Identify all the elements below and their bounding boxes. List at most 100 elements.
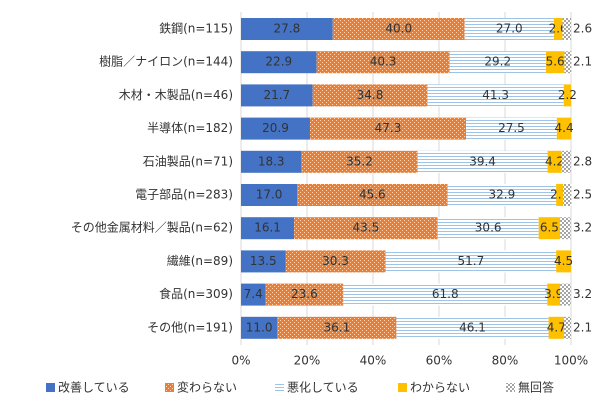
bar-segment xyxy=(560,283,571,306)
bar-segment xyxy=(449,51,546,74)
data-label: 4.7 xyxy=(547,320,566,334)
bar-segment xyxy=(241,84,313,107)
bar-segment xyxy=(548,316,565,339)
data-label: 4.2 xyxy=(545,154,564,168)
bar-segment xyxy=(297,184,448,206)
bar-segment xyxy=(564,316,571,339)
data-label: 61.8 xyxy=(432,287,459,301)
bar-segment xyxy=(312,84,428,107)
bar-segment xyxy=(241,316,278,339)
bar-segment xyxy=(343,283,548,306)
data-label: 36.1 xyxy=(324,320,351,334)
bar-segment xyxy=(417,150,548,173)
bar-segment xyxy=(332,18,465,40)
bar-segment xyxy=(396,316,549,339)
data-label: 46.1 xyxy=(459,320,486,334)
data-label: 3.2 xyxy=(573,287,592,301)
bar-segment xyxy=(241,18,333,40)
legend-swatch xyxy=(506,383,515,392)
data-label: 23.6 xyxy=(291,287,318,301)
bar-segment xyxy=(241,184,298,206)
bar-segment xyxy=(241,283,266,306)
x-tick-label: 0% xyxy=(231,354,250,368)
legend-label: 改善している xyxy=(58,380,130,395)
bar-segment xyxy=(564,51,572,74)
bar-segment xyxy=(241,150,302,173)
data-label: 47.3 xyxy=(375,121,402,135)
data-label: 7.4 xyxy=(244,287,263,301)
data-label: 17.0 xyxy=(256,188,283,202)
data-label: 34.8 xyxy=(357,88,384,102)
bar-segment xyxy=(547,150,562,173)
y-tick-label: 食品(n=309) xyxy=(159,286,233,301)
data-label: 2.8 xyxy=(573,154,592,168)
data-label: 30.3 xyxy=(322,254,349,268)
data-label: 39.4 xyxy=(469,154,496,168)
data-label: 13.5 xyxy=(250,254,277,268)
bar-segment xyxy=(563,84,571,107)
bar-segment xyxy=(447,184,557,206)
bar-segment xyxy=(560,217,571,240)
legend-swatch xyxy=(165,383,174,392)
data-label: 27.8 xyxy=(274,22,301,36)
bar-segment xyxy=(437,217,539,240)
y-tick-label: その他金属材料／製品(n=62) xyxy=(71,220,233,235)
bar-segment xyxy=(556,250,571,273)
bar-segment xyxy=(563,184,572,206)
y-tick-label: 木材・木製品(n=46) xyxy=(119,88,233,102)
bar-segment xyxy=(545,51,565,74)
y-tick-label: 樹脂／ナイロン(n=144) xyxy=(99,54,233,69)
bar-segment xyxy=(285,250,386,273)
x-tick-label: 20% xyxy=(294,354,321,368)
bar-segment xyxy=(301,150,418,173)
data-label: 18.3 xyxy=(258,154,285,168)
data-label: 35.2 xyxy=(346,154,373,168)
data-label: 3.9 xyxy=(544,287,563,301)
bar-segment xyxy=(316,51,450,74)
bar-segment xyxy=(385,250,557,273)
data-label: 2.5 xyxy=(573,188,592,202)
bar-segment xyxy=(561,150,571,173)
data-label: 11.0 xyxy=(246,320,273,334)
x-tick-label: 100% xyxy=(554,354,588,368)
y-tick-label: 石油製品(n=71) xyxy=(143,154,233,168)
legend-label: 悪化している xyxy=(287,381,359,395)
y-tick-label: その他(n=191) xyxy=(147,320,233,334)
bar-segment xyxy=(553,18,563,40)
data-label: 40.3 xyxy=(370,55,397,69)
data-label: 2.6 xyxy=(573,22,592,36)
data-label: 2.1 xyxy=(573,55,592,69)
data-label: 27.0 xyxy=(496,22,523,36)
data-label: 2.2 xyxy=(558,88,577,102)
bar-segment xyxy=(241,250,286,273)
x-tick-label: 40% xyxy=(360,354,387,368)
bar-segment xyxy=(466,117,557,140)
bar-segment xyxy=(294,217,438,240)
data-label: 43.5 xyxy=(353,221,380,235)
bar-segment xyxy=(277,316,397,339)
data-label: 22.9 xyxy=(265,55,292,69)
y-tick-label: 繊維(n=89) xyxy=(167,254,233,268)
data-label: 16.1 xyxy=(254,221,281,235)
data-label: 6.5 xyxy=(540,221,559,235)
y-tick-label: 半導体(n=182) xyxy=(147,121,233,135)
data-label: 5.6 xyxy=(546,55,565,69)
data-label: 21.7 xyxy=(263,88,290,102)
y-tick-label: 鉄鋼(n=115) xyxy=(159,21,233,36)
y-tick-label: 電子部品(n=283) xyxy=(135,187,233,202)
data-label: 40.0 xyxy=(385,22,412,36)
bar-segment xyxy=(241,217,295,240)
data-label: 30.6 xyxy=(475,221,502,235)
legend-swatch xyxy=(46,383,55,392)
data-label: 32.9 xyxy=(489,188,516,202)
bar-segment xyxy=(556,117,572,140)
bar-segment xyxy=(538,217,561,240)
bar-segment xyxy=(562,18,571,40)
legend-label: わからない xyxy=(410,381,470,395)
legend-swatch xyxy=(275,383,284,392)
bar-segment xyxy=(265,283,344,306)
data-label: 29.2 xyxy=(484,55,511,69)
bar-segment xyxy=(464,18,554,40)
data-label: 27.5 xyxy=(498,121,525,135)
bar-segment xyxy=(241,117,310,140)
